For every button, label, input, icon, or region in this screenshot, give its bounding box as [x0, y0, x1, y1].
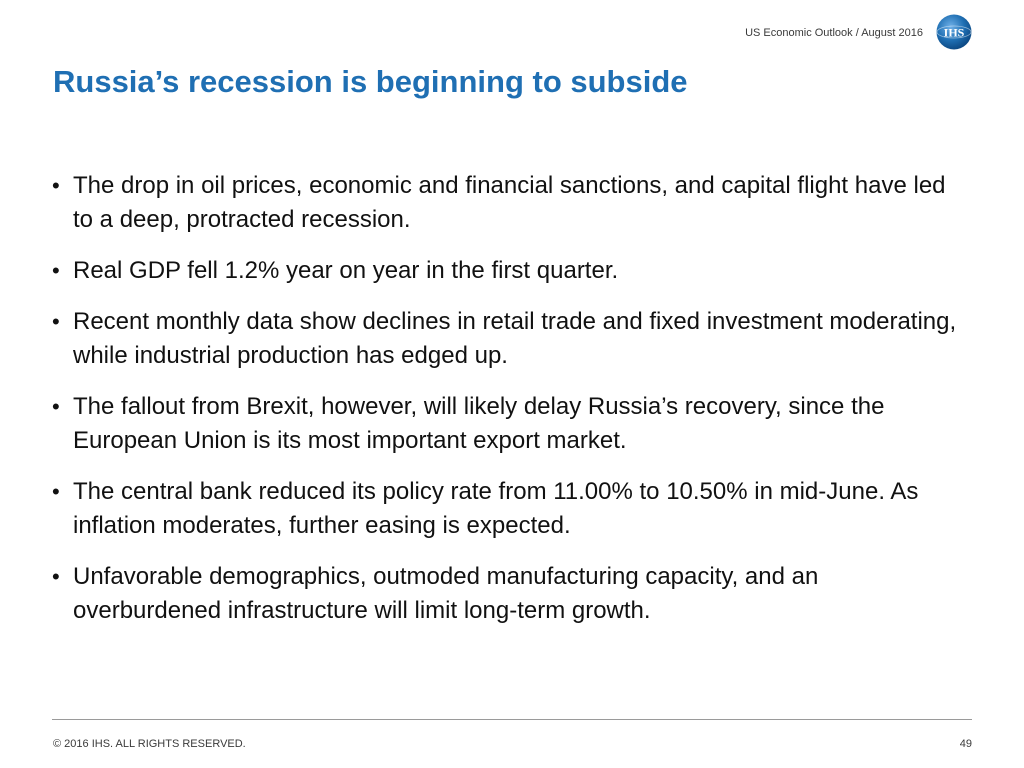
list-item: • The drop in oil prices, economic and fi… — [52, 169, 972, 237]
list-item: • The central bank reduced its policy rat… — [52, 475, 972, 543]
bullet-text: The drop in oil prices, economic and fin… — [73, 172, 946, 233]
bullet-icon: • — [52, 258, 60, 283]
list-item: • Recent monthly data show declines in re… — [52, 305, 972, 373]
list-item: • The fallout from Brexit, however, will … — [52, 390, 972, 458]
bullet-icon: • — [52, 564, 60, 589]
list-item: • Unfavorable demographics, outmoded manu… — [52, 560, 972, 628]
footer-divider — [52, 719, 972, 720]
logo-text: IHS — [944, 26, 965, 40]
bullet-text: Recent monthly data show declines in ret… — [73, 308, 957, 369]
page-title: Russia’s recession is beginning to subsi… — [53, 64, 688, 99]
bullet-text: Real GDP fell 1.2% year on year in the f… — [73, 257, 619, 284]
bullet-text: The central bank reduced its policy rate… — [73, 478, 919, 539]
ihs-logo: IHS — [936, 14, 972, 50]
bullet-icon: • — [52, 309, 60, 334]
bullet-text: The fallout from Brexit, however, will l… — [73, 393, 885, 454]
bullet-icon: • — [52, 173, 60, 198]
header-text: US Economic Outlook / August 2016 — [745, 27, 923, 39]
bullet-icon: • — [52, 479, 60, 504]
bullet-list: • The drop in oil prices, economic and fi… — [52, 169, 972, 645]
bullet-text: Unfavorable demographics, outmoded manuf… — [73, 563, 819, 624]
bullet-icon: • — [52, 394, 60, 419]
page-number: 49 — [959, 738, 972, 750]
list-item: • Real GDP fell 1.2% year on year in the … — [52, 254, 972, 288]
copyright-text: © 2016 IHS. ALL RIGHTS RESERVED. — [53, 738, 246, 750]
